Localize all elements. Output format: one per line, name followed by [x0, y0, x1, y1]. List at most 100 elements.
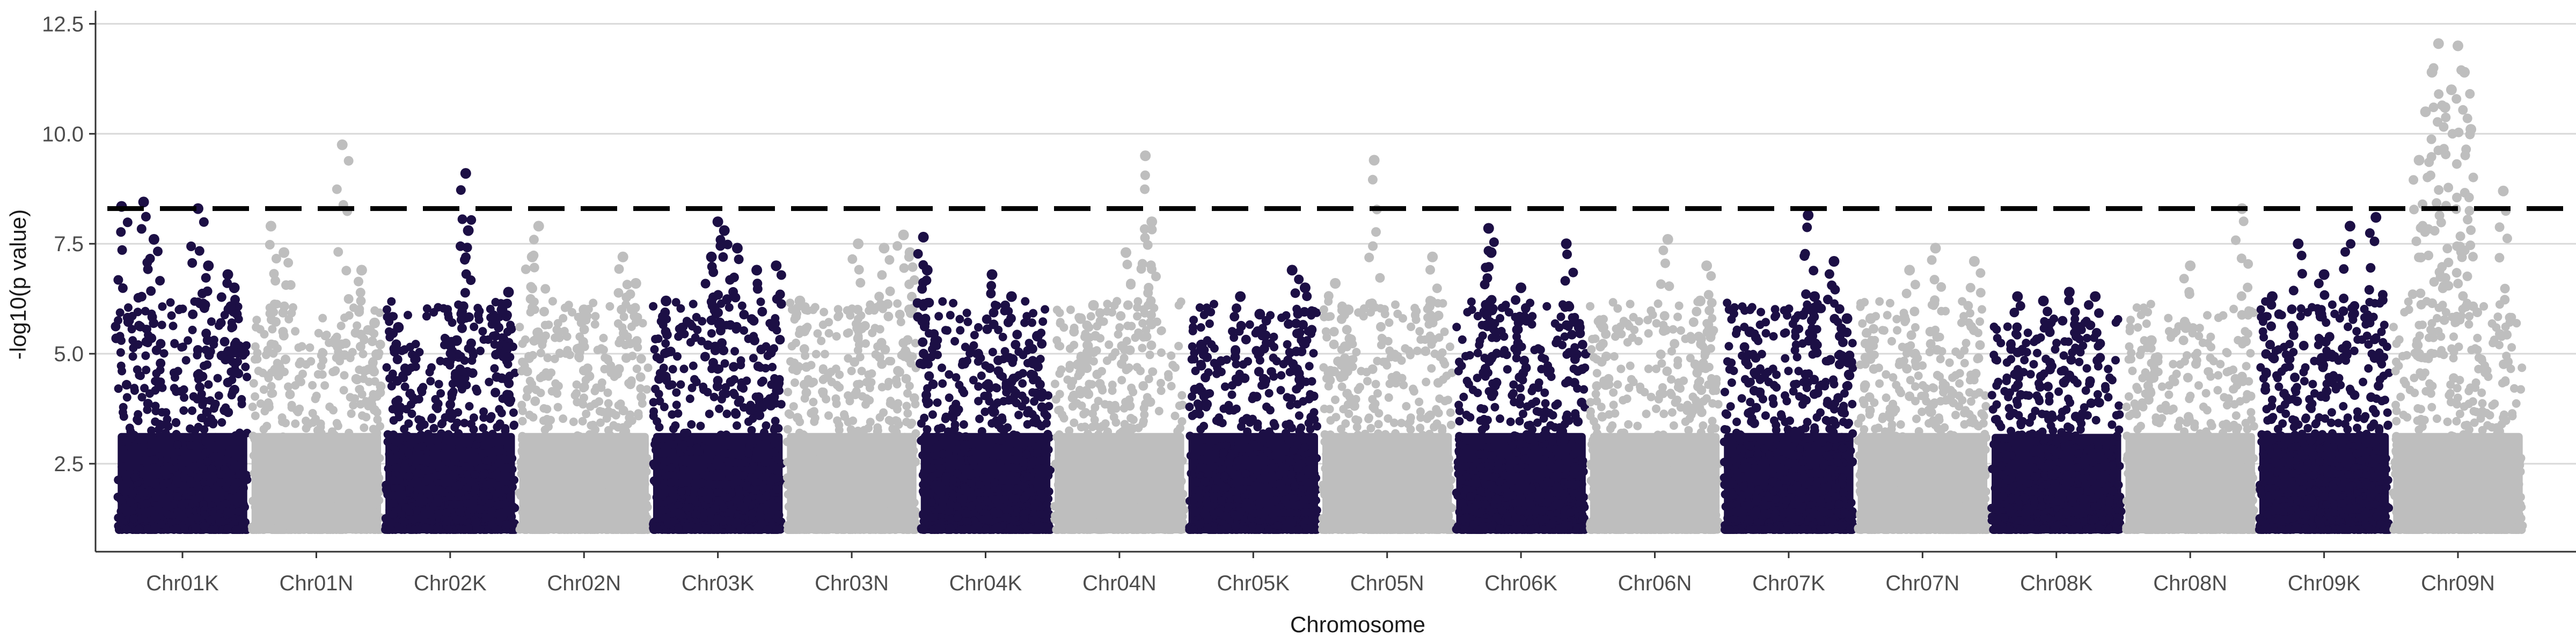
point-Chr01K-642 [193, 394, 202, 404]
peak-col-Chr02K-3-4 [460, 288, 470, 298]
point-Chr03N-651 [901, 521, 910, 530]
peak-col-Chr02K-3-7 [457, 323, 467, 333]
point-Chr03K-612 [759, 432, 769, 441]
point-Chr02K-412 [386, 431, 395, 440]
point-Chr01K-276 [230, 460, 239, 469]
peak-col-Chr03K-4-9 [726, 377, 736, 387]
peak-Chr01K-1 [138, 196, 149, 208]
point-Chr02N-631 [576, 504, 586, 513]
point-Chr02N-212 [524, 462, 533, 471]
point-Chr01K-694 [129, 343, 138, 353]
peak-col-Chr03K-5-9 [753, 392, 764, 402]
point-Chr01N-491 [288, 434, 297, 443]
point-Chr02N-472 [632, 364, 641, 374]
point-Chr01N-674 [360, 459, 369, 469]
peak-col-Chr03K-3-2 [718, 252, 728, 262]
peak-col-Chr01K-6-8 [223, 377, 233, 387]
peak-col-Chr03N-0-1 [801, 304, 811, 314]
point-Chr03N-390 [888, 425, 897, 433]
point-Chr02K-612 [442, 508, 451, 517]
peak-col-Chr02K-5-3 [506, 324, 516, 334]
point-Chr02K-553 [453, 515, 462, 524]
peak-col-Chr02K-3-3 [466, 275, 476, 286]
point-Chr01N-585 [329, 506, 338, 515]
point-Chr01K-551 [163, 415, 172, 424]
point-Chr03K-677 [664, 519, 673, 529]
point-Chr02K-696 [495, 419, 504, 428]
point-Chr03N-669 [862, 394, 871, 403]
point-Chr01K-640 [216, 470, 225, 479]
peak-col-Chr02N-0-10 [523, 385, 533, 395]
point-Chr03N-542 [819, 387, 828, 397]
point-Chr03N-478 [900, 433, 909, 442]
point-Chr03K-378 [672, 388, 681, 397]
point-Chr03N-373 [843, 476, 852, 485]
point-Chr03K-687 [674, 524, 683, 532]
peak-col-Chr03K-5-2 [752, 284, 763, 294]
point-Chr01N-692 [282, 448, 291, 457]
point-Chr03N-95 [902, 488, 911, 497]
peak-col-Chr03N-4-1 [908, 262, 918, 272]
point-Chr03N-673 [869, 469, 879, 478]
point-Chr01N-555 [329, 406, 338, 415]
point-Chr03K-625 [773, 502, 782, 511]
peak-col-Chr02N-0-4 [528, 303, 537, 313]
point-Chr02K-450 [389, 499, 398, 508]
point-Chr02N-387 [531, 452, 540, 460]
point-Chr01K-638 [179, 513, 188, 522]
point-Chr01K-117 [225, 445, 234, 455]
point-Chr03N-621 [862, 474, 871, 482]
peak-col-Chr03N-0-9 [793, 362, 803, 372]
point-Chr03N-583 [815, 507, 824, 516]
peak-col-Chr02K-4-8 [491, 387, 501, 398]
point-Chr04K-116 [977, 371, 986, 380]
point-Chr02K-638 [474, 311, 483, 320]
point-Chr03K-155 [649, 302, 658, 311]
point-Chr03N-500 [835, 383, 844, 392]
point-Chr01K-639 [157, 408, 166, 417]
point-Chr01N-554 [268, 389, 277, 398]
point-Chr01K-312 [180, 473, 189, 482]
point-Chr01N-608 [348, 457, 357, 466]
point-Chr01N-698 [264, 507, 273, 516]
point-Chr02N-641 [634, 409, 643, 418]
point-Chr04K-307 [1009, 447, 1018, 456]
point-Chr01K-492 [187, 487, 196, 496]
point-Chr04K-386 [1021, 297, 1030, 306]
point-Chr04K-210 [1012, 485, 1021, 494]
point-Chr02K-625 [441, 444, 450, 453]
peak-col-Chr03N-3-3 [899, 263, 909, 273]
peak-col-Chr02K-2-3 [466, 215, 477, 225]
point-Chr01K-306 [173, 492, 182, 501]
peak-col-Chr02N-3-5 [617, 305, 627, 314]
peak-col-Chr03N-2-4 [874, 291, 884, 302]
point-Chr01K-669 [165, 493, 174, 501]
point-Chr01K-562 [186, 441, 195, 450]
point-Chr03K-542 [690, 496, 699, 505]
peak-Chr03K-3 [719, 225, 730, 236]
peak-Chr02K-3 [463, 225, 474, 236]
point-Chr01N-43 [347, 409, 356, 418]
point-Chr03K-163 [749, 354, 758, 363]
point-Chr04K-290 [1012, 431, 1021, 440]
peak-col-Chr03N-4-2 [909, 275, 919, 285]
point-Chr01N-690 [287, 523, 295, 532]
point-Chr02K-604 [509, 408, 518, 417]
point-Chr03N-654 [909, 446, 918, 455]
point-Chr03K-689 [652, 445, 660, 455]
point-Chr03N-358 [844, 328, 853, 337]
point-Chr01N-146 [298, 478, 308, 487]
point-Chr03N-671 [851, 442, 860, 451]
point-Chr01K-619 [142, 499, 151, 508]
peak-col-Chr03K-2-6 [710, 303, 720, 313]
point-Chr03N-687 [840, 410, 848, 419]
point-Chr01K-433 [233, 445, 243, 455]
point-Chr03N-474 [835, 370, 844, 379]
point-Chr01K-437 [238, 346, 247, 355]
peak-Chr03K-5 [751, 265, 763, 276]
point-Chr02N-595 [555, 524, 564, 533]
peak-col-Chr02K-2-1 [456, 185, 466, 195]
point-Chr02N-663 [639, 493, 647, 502]
peak-col-Chr02K-5-6 [502, 342, 513, 353]
peak-Chr02N-1 [533, 221, 544, 232]
